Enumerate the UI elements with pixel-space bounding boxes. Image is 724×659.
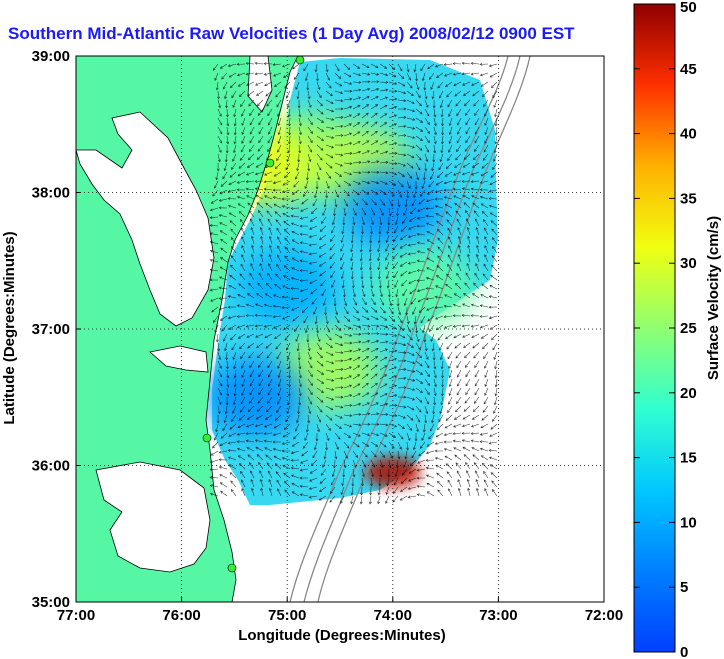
- station-marker: [227, 563, 237, 573]
- colorbar-tick-label: 5: [680, 579, 688, 596]
- velocity-blob: [205, 357, 306, 438]
- y-tick-label: 35:00: [32, 594, 70, 611]
- y-tick-label: 39:00: [32, 48, 70, 65]
- colorbar-tick-label: 20: [680, 385, 697, 402]
- x-tick-label: 75:00: [268, 607, 306, 624]
- contour-line: [317, 56, 531, 602]
- x-tick-label: 74:00: [374, 607, 412, 624]
- delaware-bay: [247, 56, 273, 113]
- station-marker: [295, 56, 305, 65]
- bay-water: [76, 111, 215, 327]
- colorbar-label: Surface Velocity (cm/s): [705, 216, 722, 380]
- station-marker: [265, 158, 275, 168]
- colorbar-tick-label: 30: [680, 255, 697, 272]
- velocity-blob: [374, 248, 475, 329]
- y-ticks: 39:00 38:00 37:00 36:00 35:00: [32, 48, 81, 611]
- x-tick-label: 72:00: [585, 607, 623, 624]
- colorbar-tick-label: 10: [680, 514, 697, 531]
- colorbar-ticks: 0 5 10 15 20 25 30 35 40 45 50: [634, 0, 697, 659]
- x-axis-label: Longitude (Degrees:Minutes): [238, 627, 446, 644]
- gridlines: [76, 56, 604, 602]
- chart-title: Southern Mid-Atlantic Raw Velocities (1 …: [8, 24, 575, 43]
- colorbar: [633, 3, 676, 653]
- velocity-blob: [342, 166, 443, 247]
- x-tick-label: 73:00: [479, 607, 517, 624]
- colorbar-tick-label: 0: [680, 644, 688, 659]
- y-tick-label: 37:00: [32, 321, 70, 338]
- contour-line: [303, 56, 521, 602]
- x-ticks: 77:00 76:00 75:00 74:00 73:00 72:00: [57, 597, 623, 624]
- colorbar-tick-label: 50: [680, 0, 697, 16]
- colorbar-tick-label: 45: [680, 61, 697, 78]
- colorbar-tick-label: 40: [680, 126, 697, 143]
- y-axis-label: Latitude (Degrees:Minutes): [1, 231, 18, 424]
- bay-inlet: [149, 345, 209, 373]
- velocity-arrows: [209, 61, 498, 505]
- colorbar-tick-label: 15: [680, 450, 697, 467]
- x-tick-label: 76:00: [162, 607, 200, 624]
- colorbar-tick-label: 25: [680, 320, 697, 337]
- x-tick-label: 77:00: [57, 607, 95, 624]
- y-tick-label: 38:00: [32, 185, 70, 202]
- colorbar-tick-label: 35: [680, 190, 697, 207]
- station-marker: [202, 433, 212, 443]
- y-tick-label: 36:00: [32, 458, 70, 475]
- contour-line: [289, 56, 509, 602]
